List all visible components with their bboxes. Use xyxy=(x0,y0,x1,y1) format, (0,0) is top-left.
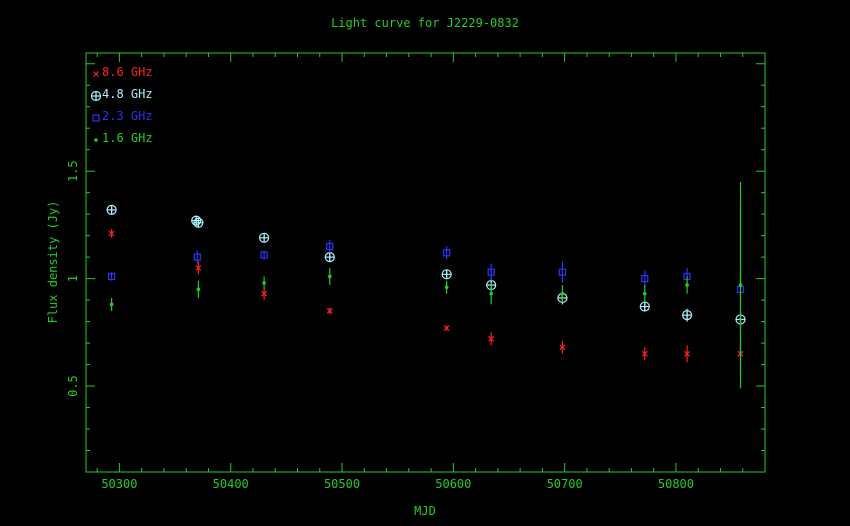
legend-label: 8.6 GHz xyxy=(102,65,153,79)
data-point xyxy=(642,291,647,296)
data-point xyxy=(106,204,117,215)
data-point xyxy=(193,217,204,228)
x-axis-label: MJD xyxy=(414,504,436,518)
data-point xyxy=(558,268,567,276)
legend-marker xyxy=(92,114,100,122)
data-point xyxy=(441,269,452,280)
series-4-8-ghz xyxy=(106,204,746,329)
data-point xyxy=(443,249,451,257)
data-point xyxy=(191,215,202,226)
legend-label: 1.6 GHz xyxy=(102,131,153,145)
data-point xyxy=(488,335,495,342)
series-8-6-ghz xyxy=(108,229,744,363)
series-1-6-ghz xyxy=(109,181,743,389)
y-tick-labels: 0.5 1 1.5 xyxy=(66,160,80,397)
chart-title: Light curve for J2229-0832 xyxy=(331,16,519,30)
data-point xyxy=(327,274,332,279)
data-point xyxy=(108,230,115,237)
series-layer xyxy=(106,181,746,389)
data-point xyxy=(489,291,493,296)
data-point xyxy=(260,251,268,259)
data-point xyxy=(684,350,691,357)
data-point xyxy=(444,285,449,290)
x-tick-label: 50500 xyxy=(324,477,360,491)
legend-marker xyxy=(90,90,102,102)
y-axis-label: Flux density (Jy) xyxy=(46,201,60,324)
data-point xyxy=(109,302,114,307)
data-point xyxy=(324,252,335,263)
y-tick-label: 1 xyxy=(66,275,80,282)
data-point xyxy=(641,275,649,283)
data-point xyxy=(195,264,202,271)
data-point xyxy=(326,307,333,314)
x-tick-label: 50400 xyxy=(213,477,249,491)
data-point xyxy=(487,268,495,276)
data-point xyxy=(559,344,566,351)
data-point xyxy=(193,253,201,261)
data-point xyxy=(560,291,565,296)
legend: 8.6 GHz 4.8 GHz 2.3 GHz 1.6 GHz xyxy=(90,65,153,145)
x-tick-label: 50800 xyxy=(658,477,694,491)
data-point xyxy=(196,287,201,292)
data-point xyxy=(639,301,650,312)
data-point xyxy=(326,242,334,250)
data-point xyxy=(258,232,270,243)
legend-label: 2.3 GHz xyxy=(102,109,153,123)
axis-ticks xyxy=(86,53,765,472)
data-point xyxy=(443,325,450,331)
plot-frame xyxy=(85,52,766,473)
data-point xyxy=(738,283,743,287)
data-point xyxy=(262,281,266,285)
data-point xyxy=(681,310,693,321)
x-tick-label: 50600 xyxy=(435,477,471,491)
data-point xyxy=(641,350,648,357)
y-tick-label: 1.5 xyxy=(66,160,80,182)
legend-marker xyxy=(93,71,99,77)
x-tick-label: 50700 xyxy=(547,477,583,491)
y-tick-label: 0.5 xyxy=(66,375,80,397)
series-2-3-ghz xyxy=(108,203,745,376)
x-tick-labels: 50300 50400 50500 50600 50700 50800 xyxy=(101,477,694,491)
data-point xyxy=(685,283,689,287)
x-tick-label: 50300 xyxy=(101,477,137,491)
data-point xyxy=(261,290,268,297)
data-point xyxy=(108,272,116,281)
legend-marker xyxy=(94,138,98,142)
legend-label: 4.8 GHz xyxy=(102,87,153,101)
